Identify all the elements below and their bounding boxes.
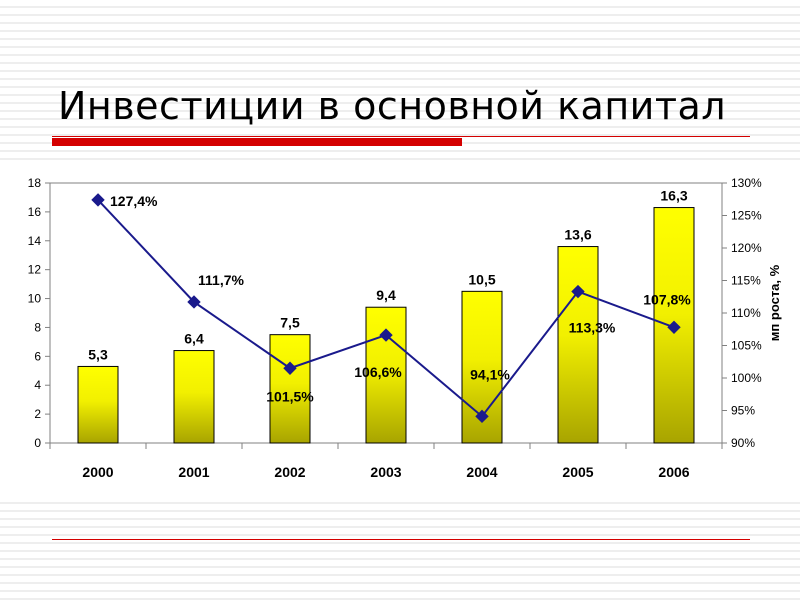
bar: [269, 334, 311, 444]
bar: [557, 246, 599, 444]
slide-title: Инвестиции в основной капитал: [58, 84, 727, 128]
line-marker: [571, 284, 585, 299]
y-left-tick-label: 8: [34, 320, 41, 334]
title-underline-thin: [52, 136, 750, 137]
title-underline-thick: [52, 138, 462, 146]
bar: [173, 350, 215, 444]
line-marker: [379, 328, 393, 342]
bottom-divider: [52, 539, 750, 540]
y-right-tick-label: 90%: [731, 436, 755, 450]
bar-value-label: 7,5: [280, 315, 300, 331]
y-right-tick-label: 115%: [731, 274, 761, 288]
y-right-tick-label: 125%: [731, 209, 762, 223]
bar: [77, 365, 119, 444]
x-category-label: 2000: [82, 464, 113, 480]
y-left-tick-label: 6: [34, 349, 41, 363]
y-left-tick-label: 0: [34, 436, 41, 450]
y-left-tick-label: 16: [28, 205, 42, 219]
line-value-label: 94,1%: [470, 366, 510, 382]
line-marker: [283, 361, 297, 375]
y-left-tick-label: 14: [28, 234, 42, 248]
line-value-label: 113,3%: [569, 320, 616, 336]
chart-area: 0 2 4 6 8 10 12 14 16 18 90% 95% 100% 105% 110% 115% 120…: [0, 166, 800, 496]
line-marker: [475, 409, 489, 424]
y-right-tick-label: 130%: [731, 176, 762, 190]
y-right-axis-title: мп роста, %: [767, 264, 782, 341]
y-left-tick-label: 12: [28, 263, 42, 277]
bar-value-label: 5,3: [88, 346, 108, 362]
y-left-tick-label: 4: [34, 378, 41, 392]
x-category-label: 2003: [370, 464, 401, 480]
y-right-tick-label: 100%: [731, 371, 762, 385]
x-category-label: 2001: [178, 464, 209, 480]
line-marker: [667, 320, 681, 335]
y-right-tick-label: 105%: [731, 339, 762, 353]
bar-value-label: 13,6: [564, 227, 591, 243]
line-value-label: 127,4%: [110, 193, 158, 209]
line-value-label: 101,5%: [266, 388, 314, 404]
y-left-tick-label: 2: [34, 407, 41, 421]
y-right-tick-label: 120%: [731, 241, 762, 255]
bar-value-label: 16,3: [660, 188, 687, 204]
y-right-tick-label: 95%: [731, 404, 755, 418]
x-category-label: 2004: [466, 464, 497, 480]
x-category-label: 2002: [274, 464, 305, 480]
line-marker: [91, 193, 105, 207]
x-category-label: 2006: [658, 464, 689, 480]
line-value-label: 107,8%: [643, 291, 691, 307]
bar-value-label: 9,4: [376, 287, 396, 303]
bar-value-label: 10,5: [468, 271, 495, 287]
bar-value-label: 6,4: [184, 331, 204, 347]
line-value-label: 106,6%: [354, 364, 402, 380]
y-left-tick-label: 18: [28, 176, 42, 190]
line-marker: [187, 295, 201, 309]
y-left-tick-label: 10: [28, 292, 42, 306]
line-value-label: 111,7%: [198, 272, 244, 288]
x-category-label: 2005: [562, 464, 593, 480]
y-right-tick-label: 110%: [731, 306, 761, 320]
investment-chart: 0 2 4 6 8 10 12 14 16 18 90% 95% 100% 105% 110% 115% 120…: [28, 176, 782, 480]
